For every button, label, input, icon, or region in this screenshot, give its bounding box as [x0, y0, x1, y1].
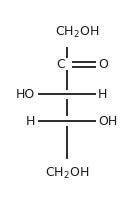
Text: H: H	[26, 115, 35, 128]
Text: CH$_2$OH: CH$_2$OH	[55, 25, 99, 40]
Text: O: O	[98, 58, 108, 71]
Text: OH: OH	[98, 115, 117, 128]
Text: CH$_2$OH: CH$_2$OH	[44, 166, 89, 181]
Text: C: C	[56, 58, 65, 71]
Text: HO: HO	[16, 88, 35, 101]
Text: H: H	[98, 88, 107, 101]
